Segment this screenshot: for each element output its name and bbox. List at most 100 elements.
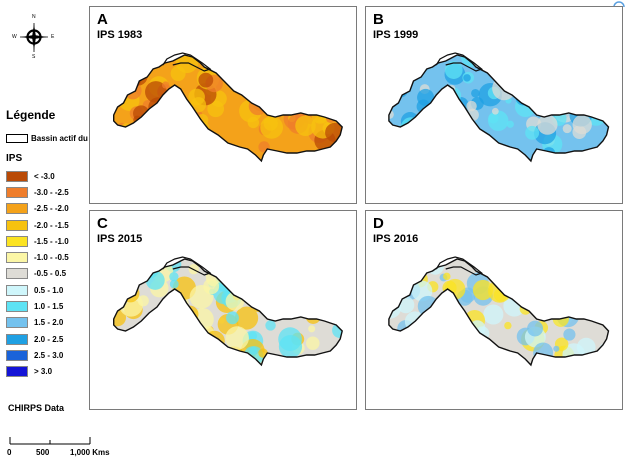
legend-color-swatch [6, 333, 28, 345]
rainfall-anomaly-patch [483, 304, 504, 325]
rainfall-anomaly-patch [234, 306, 259, 330]
rainfall-anomaly-patch [534, 280, 542, 288]
rainfall-anomaly-patch [169, 279, 179, 289]
rainfall-anomaly-patch [527, 320, 544, 337]
rainfall-anomaly-patch [479, 135, 489, 145]
rainfall-anomaly-patch [331, 144, 343, 161]
rainfall-anomaly-patch [491, 107, 499, 115]
rainfall-anomaly-patch [147, 325, 155, 332]
rainfall-anomaly-patch [532, 80, 545, 93]
rainfall-anomaly-patch [562, 124, 572, 134]
legend-class-row: 1.5 - 2.0 [6, 315, 94, 331]
rainfall-anomaly-patch [239, 55, 250, 61]
rainfall-anomaly-patch [540, 81, 549, 90]
rainfall-anomaly-patch [455, 134, 469, 148]
rainfall-anomaly-patch [493, 55, 512, 69]
rainfall-anomaly-patch [332, 322, 343, 338]
rainfall-anomaly-patch [587, 77, 597, 87]
rainfall-anomaly-patch [173, 322, 181, 330]
rainfall-anomaly-patch [113, 55, 136, 75]
basin-map-c [113, 256, 343, 367]
legend-color-swatch [6, 186, 28, 198]
rainfall-anomaly-patch [330, 105, 342, 117]
legend-basin-entry: Bassin actif du Niger [6, 132, 111, 145]
rainfall-anomaly-patch [258, 141, 270, 153]
rainfall-anomaly-patch [226, 311, 239, 325]
rainfall-anomaly-patch [398, 352, 411, 365]
legend-color-swatch [6, 284, 28, 296]
rainfall-anomaly-patch [321, 67, 331, 77]
legend-class-row: -1.0 - -0.5 [6, 249, 94, 265]
legend-class-label: -2.5 - -2.0 [34, 204, 69, 214]
rainfall-anomaly-patch [250, 259, 258, 265]
scale-label-0: 0 [7, 448, 12, 457]
panel-letter-d: D [373, 215, 384, 232]
rainfall-anomaly-patch [226, 65, 246, 85]
rainfall-anomaly-patch [159, 315, 180, 336]
rainfall-anomaly-patch [256, 283, 263, 290]
scale-bar-line [9, 437, 91, 445]
rainfall-anomaly-patch [328, 100, 340, 113]
rainfall-anomaly-patch [472, 279, 494, 301]
rainfall-anomaly-patch [534, 259, 553, 268]
rainfall-anomaly-patch [537, 114, 558, 135]
rainfall-anomaly-patch [144, 112, 163, 131]
rainfall-anomaly-patch [198, 72, 214, 88]
rainfall-anomaly-patch [507, 55, 524, 66]
rainfall-anomaly-patch [276, 74, 296, 95]
legend-class-label: 1.0 - 1.5 [34, 302, 64, 312]
rainfall-anomaly-patch [405, 270, 417, 282]
legend-color-swatch [6, 203, 28, 215]
legend-class-list: < -3.0 -3.0 - -2.5 -2.5 - -2.0 -2.0 - -1.5 -… [6, 168, 94, 380]
rainfall-anomaly-patch [113, 83, 126, 101]
rainfall-anomaly-patch [403, 55, 424, 73]
legend-class-row: -2.0 - -1.5 [6, 217, 94, 233]
legend-color-swatch [6, 317, 28, 329]
rainfall-anomaly-patch [330, 269, 343, 293]
rainfall-anomaly-patch [506, 120, 514, 128]
rainfall-anomaly-patch [520, 281, 531, 292]
rainfall-anomaly-patch [330, 55, 343, 69]
panel-title-b: IPS 1999 [373, 29, 419, 41]
rainfall-anomaly-patch [531, 67, 546, 81]
panel-title-c: IPS 2015 [97, 233, 143, 245]
rainfall-anomaly-patch [398, 73, 407, 82]
rainfall-anomaly-patch [563, 328, 576, 341]
rainfall-anomaly-patch [308, 325, 316, 333]
rainfall-anomaly-patch [540, 259, 565, 278]
rainfall-anomaly-patch [595, 273, 609, 294]
rainfall-anomaly-patch [479, 259, 492, 268]
rainfall-anomaly-patch [244, 259, 264, 276]
rainfall-anomaly-patch [145, 131, 162, 148]
legend-class-row: > 3.0 [6, 364, 94, 380]
panel-title-a: IPS 1983 [97, 29, 143, 41]
rainfall-anomaly-patch [203, 55, 212, 57]
rainfall-anomaly-patch [329, 294, 343, 315]
basin-map-a [113, 52, 343, 163]
rainfall-anomaly-patch [572, 114, 592, 135]
rainfall-anomaly-patch [313, 90, 323, 100]
rainfall-anomaly-patch [332, 292, 343, 315]
rainfall-anomaly-patch [405, 334, 413, 343]
rainfall-anomaly-patch [137, 259, 152, 264]
rainfall-anomaly-patch [471, 335, 489, 352]
rainfall-anomaly-patch [130, 55, 149, 70]
rainfall-anomaly-patch [116, 66, 131, 81]
map-panel-b: B IPS 1999 [365, 6, 623, 204]
rainfall-anomaly-patch [492, 76, 516, 101]
rainfall-anomaly-patch [551, 90, 561, 100]
rainfall-anomaly-patch [113, 259, 129, 275]
rainfall-anomaly-patch [579, 294, 597, 312]
rainfall-anomaly-patch [282, 66, 296, 81]
rainfall-anomaly-patch [508, 55, 525, 61]
rainfall-anomaly-patch [146, 113, 164, 131]
rainfall-anomaly-patch [328, 66, 343, 87]
rainfall-anomaly-patch [426, 343, 446, 363]
legend-class-label: 2.5 - 3.0 [34, 350, 64, 360]
rainfall-anomaly-patch [548, 279, 568, 299]
rainfall-anomaly-patch [504, 321, 512, 330]
rainfall-anomaly-patch [563, 66, 585, 87]
rainfall-anomaly-patch [507, 55, 531, 71]
legend-class-row: -2.5 - -2.0 [6, 201, 94, 217]
panel-letter-a: A [97, 11, 108, 28]
